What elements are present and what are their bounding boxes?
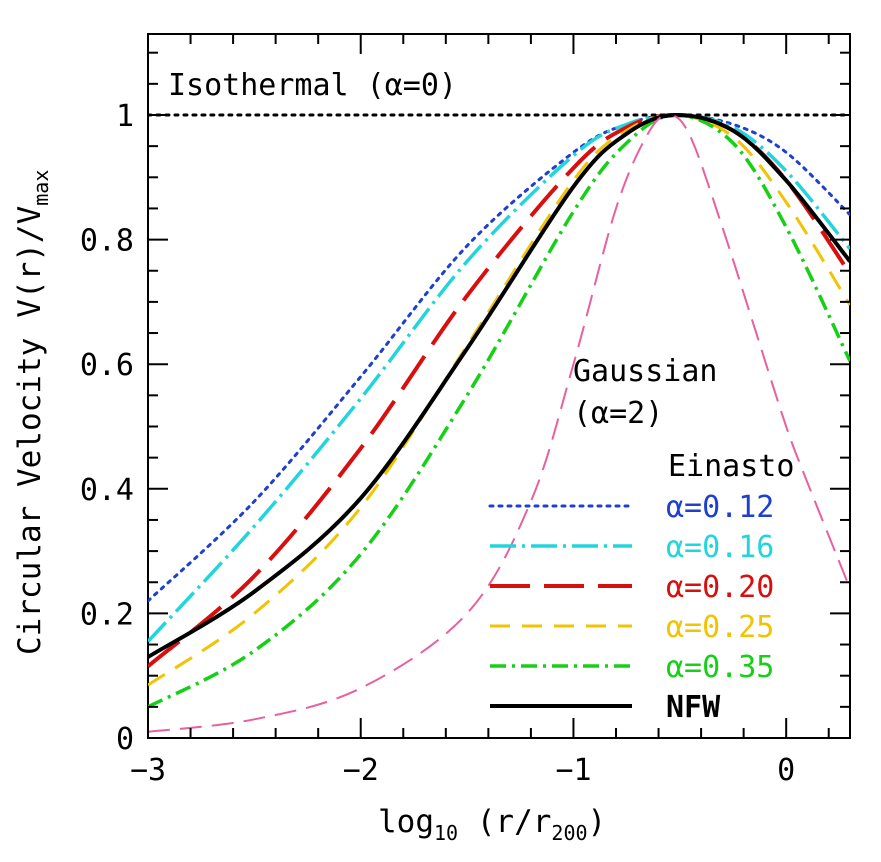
x-axis-label-sub: 10	[434, 821, 458, 845]
y-axis-label-sub: max	[29, 170, 53, 206]
x-axis-label-mid: (r/r	[458, 804, 551, 840]
legend: α=0.12 α=0.16 α=0.20 α=0.25 α=0.35 NFW	[488, 490, 774, 725]
y-tick-label: 1	[116, 99, 134, 134]
x-tick-label: 0	[777, 753, 795, 788]
gaussian-annotation-line2: (α=2)	[573, 396, 663, 431]
legend-label-a016: α=0.16	[666, 530, 774, 565]
legend-label-nfw: NFW	[666, 690, 721, 725]
series-line-a035	[148, 113, 850, 709]
ticks-layer: −3 −2 −1 0 0 0.2 0.4 0.6 0.8 1	[80, 34, 850, 788]
y-tick-label: 0.2	[80, 597, 134, 632]
y-tick-label: 0.8	[80, 224, 134, 259]
series-line-nfw	[148, 112, 850, 659]
y-axis-label-main: V(r)/V	[12, 206, 48, 318]
legend-label-a025: α=0.25	[666, 610, 774, 645]
legend-label-a020: α=0.20	[666, 570, 774, 605]
curves-layer	[148, 112, 850, 733]
legend-label-a035: α=0.35	[666, 650, 774, 685]
series-line-gaussian	[148, 113, 850, 733]
plot-frame	[147, 33, 851, 739]
x-tick-label: −1	[555, 753, 591, 788]
y-axis-label: Circular Velocity V(r)/Vmax	[12, 170, 53, 655]
series-line-a025	[148, 113, 850, 687]
x-tick-label: −2	[343, 753, 379, 788]
y-axis-label-prefix: Circular Velocity	[12, 338, 48, 655]
x-axis-label-main: log	[378, 804, 434, 840]
y-tick-label: 0.6	[80, 348, 134, 383]
x-axis-label: log10 (r/r200)	[378, 804, 606, 845]
legend-title: Einasto	[668, 449, 794, 484]
gaussian-annotation-line1: Gaussian	[573, 354, 718, 389]
x-axis-label-end: )	[588, 804, 607, 840]
y-tick-label: 0	[116, 722, 134, 757]
series-line-a016	[148, 113, 850, 643]
legend-label-a012: α=0.12	[666, 490, 774, 525]
isothermal-annotation: Isothermal (α=0)	[168, 68, 457, 103]
x-axis-label-sub2: 200	[551, 821, 587, 845]
x-tick-label: −3	[130, 753, 166, 788]
series-line-a012	[148, 113, 850, 603]
y-tick-label: 0.4	[80, 473, 134, 508]
